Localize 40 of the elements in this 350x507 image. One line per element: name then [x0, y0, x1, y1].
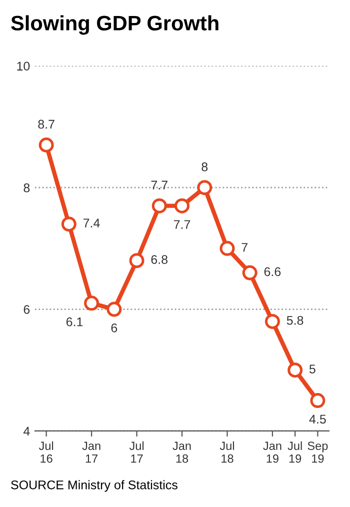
data-label: 7 [242, 243, 248, 252]
data-label: 8 [202, 162, 208, 172]
y-tick-label: 10 [17, 62, 30, 71]
y-tick-label: 6 [24, 305, 30, 314]
x-tick-label: Jul 19 [288, 441, 302, 463]
source-note: SOURCE Ministry of Statistics [11, 480, 178, 492]
point [174, 198, 190, 214]
x-tick-label: Jul 16 [38, 441, 54, 463]
data-label: 5 [309, 364, 316, 374]
data-label: 8.7 [38, 120, 54, 129]
point [61, 216, 76, 232]
point [129, 253, 144, 268]
data-label: 6.6 [264, 267, 281, 276]
point [152, 198, 167, 214]
data-label: 7.4 [83, 218, 100, 228]
point [242, 265, 258, 280]
data-label: 7.7 [174, 220, 190, 229]
x-tick-label: Jan 18 [172, 442, 191, 463]
point [106, 302, 122, 317]
chart-title: Slowing GDP Growth [11, 15, 218, 35]
y-tick-label: 4 [23, 426, 30, 436]
data-label: 4.5 [309, 414, 326, 424]
x-tick-label: Jan 19 [263, 442, 282, 463]
data-label: 7.7 [151, 180, 168, 190]
point [84, 296, 100, 311]
x-tick-label: Jul 17 [129, 441, 144, 463]
data-label: 6.8 [151, 255, 168, 264]
x-tick-label: Sep 19 [308, 442, 328, 463]
data-label: 6.1 [66, 317, 83, 326]
x-tick-label: Jan 17 [82, 442, 100, 463]
point [310, 393, 326, 408]
point [264, 314, 280, 329]
point [38, 138, 54, 152]
point [288, 362, 303, 378]
data-label: 5.8 [286, 316, 304, 325]
data-label: 6 [111, 323, 118, 332]
y-tick-label: 8 [24, 183, 30, 192]
point [220, 240, 235, 256]
x-tick-label: Jul 18 [220, 441, 234, 463]
point [197, 180, 212, 196]
